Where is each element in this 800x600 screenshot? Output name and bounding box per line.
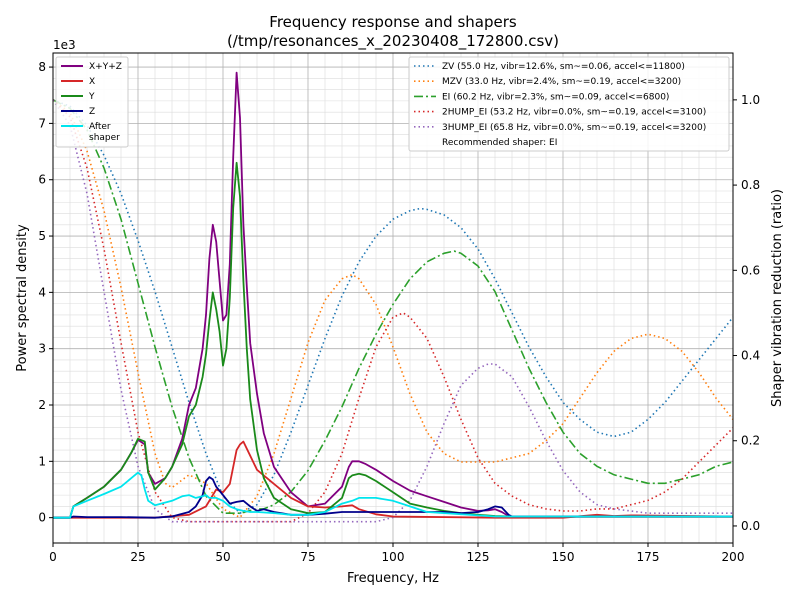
legend-shaper-label: MZV (33.0 Hz, vibr=2.4%, sm~=0.19, accel… (442, 77, 681, 87)
legend-psd-label: X+Y+Z (89, 62, 122, 72)
psd-series-line (53, 71, 733, 519)
psd-curves (53, 71, 734, 519)
x-tick-label: 75 (300, 550, 315, 564)
y-axis-ticks: 0 1 2 3 4 5 6 7 8 (38, 60, 53, 525)
y-tick-label: 0 (38, 511, 46, 525)
shaper-curves (52, 99, 734, 523)
y2-tick-label: 0.6 (741, 263, 760, 277)
x-axis-ticks: 0 25 50 75 100 125 150 175 200 (49, 543, 744, 564)
legend-shapers: ZV (55.0 Hz, vibr=12.6%, sm~=0.06, accel… (408, 56, 730, 152)
legend-shaper-label: EI (60.2 Hz, vibr=2.3%, sm~=0.09, accel<… (442, 92, 669, 102)
x-tick-label: 200 (722, 550, 745, 564)
legend-psd-label: shaper (89, 133, 120, 143)
legend-psd-label: Y (88, 92, 95, 102)
shaper-series-line (52, 99, 734, 515)
y-tick-label: 2 (38, 398, 46, 412)
legend-psd-label: After (89, 122, 111, 132)
x-tick-label: 50 (215, 550, 230, 564)
x-tick-label: 125 (467, 550, 490, 564)
y-tick-label: 1 (38, 454, 46, 468)
y2-axis-label: Shaper vibration reduction (ratio) (770, 189, 785, 407)
legend-psd-label: Z (89, 107, 95, 117)
y2-tick-label: 0.8 (741, 178, 760, 192)
y2-tick-label: 0.2 (741, 434, 760, 448)
legend-shaper-label: ZV (55.0 Hz, vibr=12.6%, sm~=0.06, accel… (442, 62, 685, 72)
y2-tick-label: 0.0 (741, 519, 760, 533)
x-tick-label: 25 (130, 550, 145, 564)
y2-tick-label: 1.0 (741, 93, 760, 107)
psd-series-line (53, 161, 733, 519)
y2-tick-label: 0.4 (741, 349, 760, 363)
legend-psd-box (55, 56, 129, 148)
legend-shapers-box (408, 56, 730, 152)
y-offset-text: 1e3 (53, 38, 76, 52)
legend-shaper-label: 3HUMP_EI (65.8 Hz, vibr=0.0%, sm~=0.19, … (442, 123, 706, 133)
chart-title: Frequency response and shapers (269, 13, 517, 31)
y-tick-label: 4 (38, 285, 46, 299)
x-tick-label: 150 (552, 550, 575, 564)
y-axis-label: Power spectral density (15, 224, 30, 372)
psd-series-line (53, 476, 733, 519)
shaper-series-line (52, 99, 733, 523)
x-tick-label: 0 (49, 550, 57, 564)
y-tick-label: 7 (38, 116, 46, 130)
legend-shaper-label: 2HUMP_EI (53.2 Hz, vibr=0.0%, sm~=0.19, … (442, 108, 706, 118)
y-tick-label: 5 (38, 229, 46, 243)
y2-axis-ticks: 0.0 0.2 0.4 0.6 0.8 1.0 (733, 93, 760, 533)
y-tick-label: 6 (38, 173, 46, 187)
psd-series-line (53, 471, 733, 519)
chart-subtitle: (/tmp/resonances_x_20230408_172800.csv) (227, 32, 559, 51)
shaper-series-line (52, 99, 734, 515)
recommended-shaper-text: Recommended shaper: EI (442, 138, 557, 148)
x-tick-label: 100 (382, 550, 405, 564)
y-tick-label: 3 (38, 342, 46, 356)
x-tick-label: 175 (637, 550, 660, 564)
legend-psd-label: X (89, 77, 95, 87)
y-tick-label: 8 (38, 60, 46, 74)
shaper-series-line (52, 99, 734, 519)
x-axis-label: Frequency, Hz (347, 571, 439, 586)
